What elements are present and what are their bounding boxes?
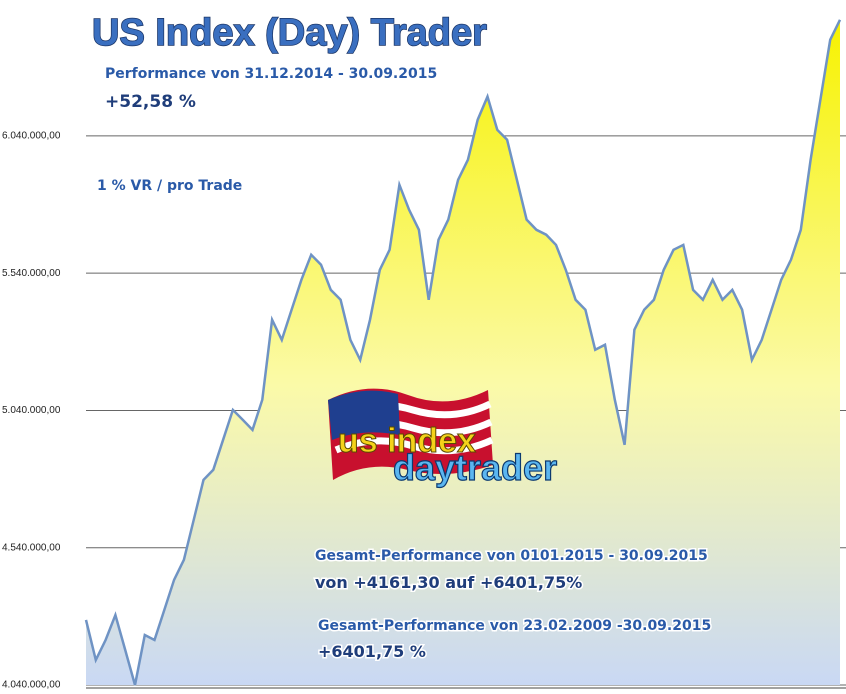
line xyxy=(84,19,842,686)
annotation: von +4161,30 auf +6401,75% xyxy=(315,573,582,592)
annotation: 1 % VR / pro Trade xyxy=(97,178,242,194)
y-tick-label: 5.040.000,00 xyxy=(2,405,61,416)
chart-title: US Index (Day) Trader xyxy=(92,12,487,54)
annotation: Gesamt-Performance von 23.02.2009 -30.09… xyxy=(318,618,711,634)
annotation: +52,58 % xyxy=(105,92,196,112)
annotation: +6401,75 % xyxy=(318,642,426,661)
logo: us index daytrader xyxy=(328,388,558,489)
y-tick-label: 6.040.000,00 xyxy=(2,131,61,142)
annotation: Gesamt-Performance von 0101.2015 - 30.09… xyxy=(315,548,708,564)
area xyxy=(86,19,840,686)
y-tick-label: 5.540.000,00 xyxy=(2,268,61,279)
annotation: Performance von 31.12.2014 - 30.09.2015 xyxy=(105,66,437,82)
y-tick-label: 4.540.000,00 xyxy=(2,542,61,553)
plot xyxy=(84,19,842,686)
logo-text: us index xyxy=(338,422,476,460)
y-tick-label: 4.040.000,00 xyxy=(2,680,61,691)
flag-canton xyxy=(328,390,400,440)
logo-text: daytrader xyxy=(393,447,557,488)
